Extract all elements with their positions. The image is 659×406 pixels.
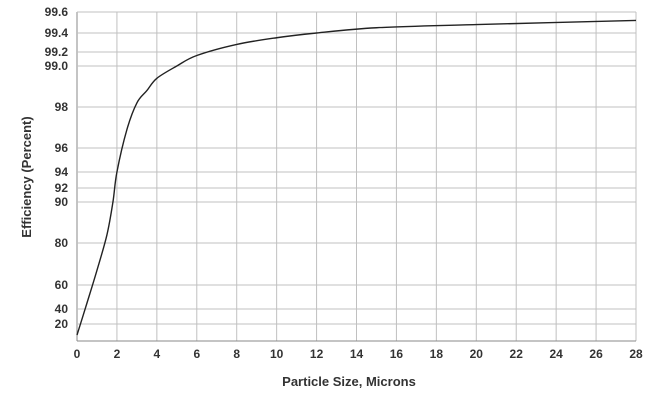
y-tick-label: 98 bbox=[55, 100, 69, 114]
y-tick-label: 80 bbox=[55, 236, 69, 250]
x-tick-label: 12 bbox=[310, 347, 324, 361]
x-axis-label: Particle Size, Microns bbox=[282, 374, 416, 389]
y-tick-label: 40 bbox=[55, 302, 69, 316]
y-tick-label: 94 bbox=[55, 165, 69, 179]
y-tick-label: 99.2 bbox=[45, 45, 69, 59]
x-tick-label: 14 bbox=[350, 347, 364, 361]
x-tick-label: 22 bbox=[510, 347, 524, 361]
x-tick-label: 24 bbox=[549, 347, 563, 361]
y-tick-label: 99.0 bbox=[45, 59, 69, 73]
y-axis-label: Efficiency (Percent) bbox=[19, 116, 34, 237]
x-tick-label: 0 bbox=[74, 347, 81, 361]
x-tick-label: 6 bbox=[193, 347, 200, 361]
x-tick-label: 20 bbox=[470, 347, 484, 361]
x-tick-label: 2 bbox=[114, 347, 121, 361]
grid bbox=[76, 11, 637, 342]
tick-labels: 0 2 4 6 8 10 12 14 16 18 20 22 24 26 28204060809092949… bbox=[45, 5, 643, 361]
y-tick-label: 96 bbox=[55, 141, 69, 155]
y-tick-label: 90 bbox=[55, 195, 69, 209]
y-tick-label: 99.6 bbox=[45, 5, 69, 19]
efficiency-curve bbox=[76, 19, 637, 336]
x-tick-label: 8 bbox=[233, 347, 240, 361]
x-tick-label: 16 bbox=[390, 347, 404, 361]
x-tick-label: 10 bbox=[270, 347, 284, 361]
x-tick-label: 28 bbox=[629, 347, 643, 361]
x-tick-label: 26 bbox=[589, 347, 603, 361]
y-tick-label: 92 bbox=[55, 181, 69, 195]
y-tick-label: 99.4 bbox=[45, 26, 69, 40]
x-tick-label: 18 bbox=[430, 347, 444, 361]
y-tick-label: 20 bbox=[55, 317, 69, 331]
x-tick-label: 4 bbox=[154, 347, 161, 361]
y-tick-label: 60 bbox=[55, 278, 69, 292]
